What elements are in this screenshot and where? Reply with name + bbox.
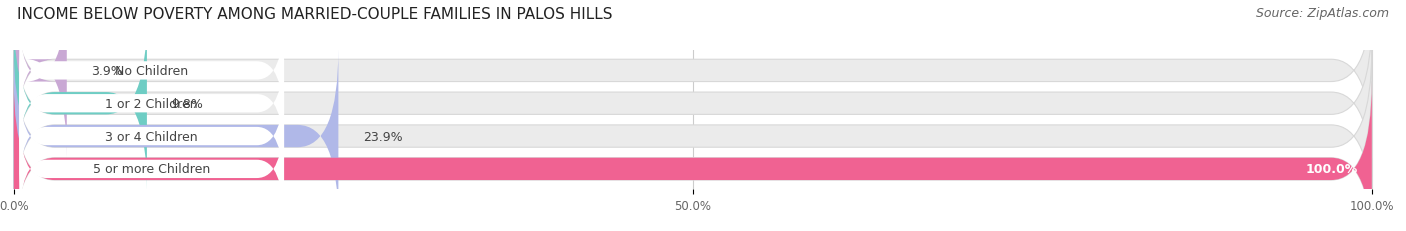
Text: 5 or more Children: 5 or more Children bbox=[93, 163, 211, 176]
FancyBboxPatch shape bbox=[14, 49, 339, 223]
Text: 100.0%: 100.0% bbox=[1306, 163, 1358, 176]
FancyBboxPatch shape bbox=[14, 17, 146, 191]
Text: 3.9%: 3.9% bbox=[91, 65, 122, 78]
FancyBboxPatch shape bbox=[14, 0, 1372, 158]
FancyBboxPatch shape bbox=[14, 0, 66, 158]
FancyBboxPatch shape bbox=[20, 48, 284, 160]
Text: 3 or 4 Children: 3 or 4 Children bbox=[105, 130, 198, 143]
Text: 23.9%: 23.9% bbox=[363, 130, 402, 143]
Text: No Children: No Children bbox=[115, 65, 188, 78]
FancyBboxPatch shape bbox=[14, 82, 1372, 231]
FancyBboxPatch shape bbox=[20, 113, 284, 225]
Text: 1 or 2 Children: 1 or 2 Children bbox=[105, 97, 198, 110]
FancyBboxPatch shape bbox=[14, 82, 1372, 231]
Text: INCOME BELOW POVERTY AMONG MARRIED-COUPLE FAMILIES IN PALOS HILLS: INCOME BELOW POVERTY AMONG MARRIED-COUPL… bbox=[17, 7, 613, 22]
FancyBboxPatch shape bbox=[20, 80, 284, 193]
Text: 9.8%: 9.8% bbox=[172, 97, 204, 110]
FancyBboxPatch shape bbox=[14, 17, 1372, 191]
Text: Source: ZipAtlas.com: Source: ZipAtlas.com bbox=[1256, 7, 1389, 20]
FancyBboxPatch shape bbox=[20, 15, 284, 127]
FancyBboxPatch shape bbox=[14, 49, 1372, 223]
